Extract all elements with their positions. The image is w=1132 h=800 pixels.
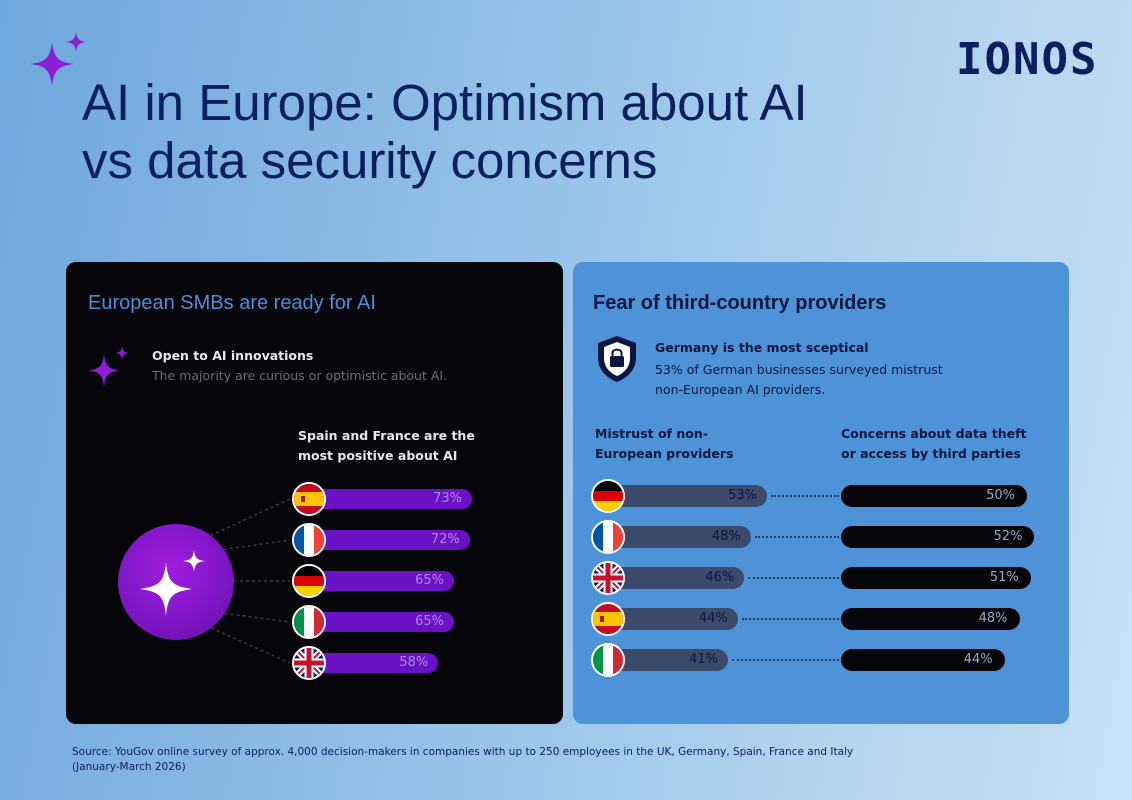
dotted-connector-germany [771,495,839,497]
flag-italy-icon [591,643,625,677]
mistrust-value-italy: 41% [689,652,719,667]
data-theft-column-header: Concerns about data theft or access by t… [841,424,1027,464]
mistrust-bar-uk [609,567,745,589]
data-theft-value-uk: 51% [989,570,1019,585]
title-line-2: vs data security concerns [82,132,658,189]
connector-italy [224,612,291,623]
mistrust-bar-spain [609,608,738,630]
flag-france-icon [591,520,625,554]
germany-desc-line-1: 53% of German businesses surveyed mistru… [655,362,943,377]
connector-lines [210,498,291,664]
bar-spain [322,489,472,509]
mistrust-header-line-1: Mistrust of non- [595,426,708,441]
source-note: Source: YouGov online survey of approx. … [72,745,1032,775]
flag-germany-icon [591,479,625,513]
mistrust-header-line-2: European providers [595,446,734,461]
germany-sceptical-title: Germany is the most sceptical [655,340,869,355]
title-line-1: AI in Europe: Optimism about AI [82,74,808,131]
flag-uk-icon [292,646,326,680]
subhead-line-1: Spain and France are the [298,428,475,443]
bar-value-spain: 73% [433,491,462,506]
mistrust-value-spain: 44% [698,611,728,626]
mistrust-column-header: Mistrust of non- European providers [595,424,733,464]
flag-germany-icon [292,564,326,598]
data-theft-value-germany: 50% [986,488,1015,503]
source-line-2: (January-March 2026) [72,761,186,773]
mistrust-bar-france [609,526,751,548]
third-country-panel: Fear of third-country providers Germany … [573,262,1069,724]
mistrust-value-germany: 53% [728,488,757,503]
data-theft-header-line-2: or access by third parties [841,446,1021,461]
data-theft-bar-france [841,526,1035,548]
data-theft-value-france: 52% [993,529,1023,544]
bar-italy [322,612,455,632]
compare-row-france: 48% 52% [591,520,1055,554]
dotted-connector-italy [732,659,839,661]
data-theft-bar-uk [841,567,1031,589]
page-title: AI in Europe: Optimism about AI vs data … [82,74,942,190]
data-theft-value-spain: 48% [978,611,1008,626]
ionos-logo: IONOS [956,34,1099,85]
subhead-line-2: most positive about AI [298,448,458,463]
ai-sparkle-circle [118,524,234,640]
data-theft-value-italy: 44% [963,652,993,667]
sparkle-icon [88,346,129,387]
mistrust-bar-italy [609,649,729,671]
germany-sceptical-desc: 53% of German businesses surveyed mistru… [655,360,1015,400]
germany-desc-line-2: non-European AI providers. [655,382,826,397]
bar-france [322,530,470,550]
shield-lock-icon [598,336,636,382]
flag-italy-icon [292,605,326,639]
dotted-connector-uk [748,577,839,579]
dotted-connector-spain [741,618,839,620]
compare-row-spain: 44% 48% [591,602,1055,636]
bar-value-france: 72% [430,532,460,547]
compare-row-uk: 46% 51% [591,561,1055,595]
open-to-ai-title: Open to AI innovations [152,348,314,363]
connector-france [223,539,291,551]
sparkle-icon [30,32,86,86]
ai-positive-subhead: Spain and France are the most positive a… [298,426,528,466]
data-theft-bar-italy [841,649,1005,671]
data-theft-header-line-1: Concerns about data theft [841,426,1027,441]
open-to-ai-desc: The majority are curious or optimistic a… [152,368,448,383]
third-country-heading: Fear of third-country providers [593,292,887,314]
mistrust-bar-germany [609,485,767,507]
source-line-1: Source: YouGov online survey of approx. … [72,746,854,758]
smb-ready-panel: European SMBs are ready for AI Open to A… [66,262,563,724]
data-theft-bar-germany [841,485,1027,507]
data-theft-bar-spain [841,608,1020,630]
flag-france-icon [292,523,326,557]
bar-value-germany: 65% [415,573,445,588]
connector-uk [210,627,291,664]
compare-row-italy: 41% 44% [591,643,1055,677]
mistrust-value-uk: 46% [705,570,735,585]
flag-spain-icon [292,482,326,516]
smb-ready-heading: European SMBs are ready for AI [88,292,376,314]
compare-row-germany: 53% 50% [591,479,1055,513]
dotted-connector-france [754,536,839,538]
flag-uk-icon [591,561,625,595]
flag-spain-icon [591,602,625,636]
sparkle-icon [140,550,205,616]
bar-value-uk: 58% [399,655,429,670]
bar-germany [322,571,455,591]
connector-spain [210,498,291,537]
bar-uk [322,653,439,673]
mistrust-value-france: 48% [711,529,741,544]
bar-value-italy: 65% [415,614,445,629]
